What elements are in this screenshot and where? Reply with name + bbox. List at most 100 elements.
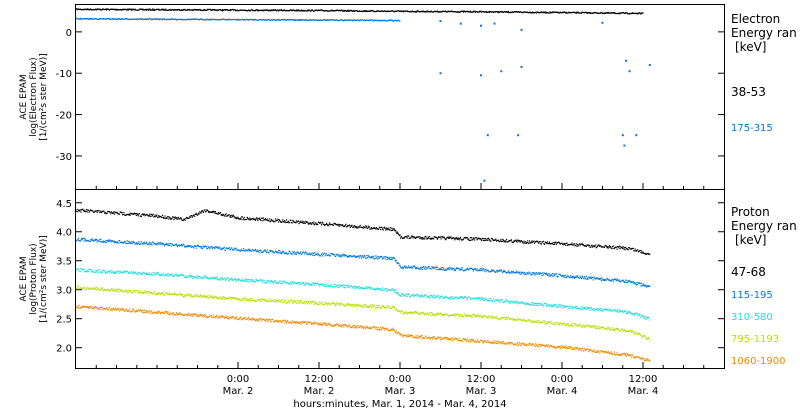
data-point [368,10,370,12]
data-point [174,244,176,246]
data-point [535,304,537,306]
data-point [519,302,521,304]
data-point [327,254,329,256]
data-point [170,294,172,296]
data-point [82,18,84,20]
data-point [403,10,405,12]
y-label-line: log(Electron Flux) [29,57,39,136]
data-point [295,220,298,222]
data-point [287,300,289,302]
data-point [298,223,300,225]
data-point [602,278,604,281]
data-point [430,295,432,297]
data-point [162,291,164,293]
data-point [213,211,215,213]
data-point [511,300,513,302]
data-point [343,9,345,11]
data-point [492,239,494,242]
data-point [303,19,305,21]
data-point [500,240,503,242]
data-point [152,9,154,11]
data-point [251,299,253,301]
data-point [466,267,468,269]
data-point [600,307,602,310]
data-point [592,276,594,278]
data-point [353,255,356,257]
data-point [417,293,419,295]
data-point [142,213,144,215]
data-point [543,305,545,307]
data-point [543,243,545,245]
data-point [507,270,509,272]
data-point [121,18,123,20]
data-point [96,241,98,243]
data-point [409,312,411,314]
data-point [316,19,318,21]
data-point [142,9,144,11]
data-point [304,303,306,305]
data-point [418,295,420,297]
data-point [198,296,200,298]
data-point [598,12,600,14]
data-point [385,256,387,258]
data-point [325,285,327,287]
data-point [439,268,441,270]
data-point [271,280,273,283]
data-point [507,300,509,302]
data-point [277,282,279,285]
data-point [171,18,173,20]
data-point [567,275,569,277]
data-point [236,9,238,12]
data-point [292,220,294,222]
data-point [143,292,145,294]
data-point [639,314,641,317]
data-point [148,9,151,11]
data-point [221,297,223,299]
data-point [218,247,220,249]
data-point [111,288,113,290]
data-point [350,19,352,21]
data-point [334,286,336,288]
data-point [314,19,316,21]
data-point [528,242,530,244]
data-point [488,299,490,301]
data-point [207,294,209,296]
data-point [97,288,99,290]
data-point [577,11,579,13]
data-point [91,17,93,19]
data-point [606,247,608,249]
data-point [393,306,396,308]
data-point [238,19,240,21]
data-point [622,279,624,282]
data-point [193,295,195,297]
data-point [122,213,124,215]
data-point [177,19,179,21]
data-point [88,17,90,19]
data-point [436,295,438,297]
data-point [605,245,607,247]
data-point [373,10,375,12]
data-point [566,242,568,244]
data-point [602,246,604,248]
data-point [244,19,246,21]
data-point [309,252,311,254]
data-point [203,209,205,211]
data-point [104,272,106,274]
data-point [422,238,424,240]
data-point [301,222,303,224]
data-point [122,18,124,20]
data-point [537,302,539,305]
y-tick-label: -20 [56,111,72,122]
data-point [192,296,194,298]
data-point [436,237,438,239]
data-point [216,278,218,280]
data-point [138,213,141,215]
data-point [333,253,335,255]
data-point [196,214,198,216]
data-point [356,226,358,228]
data-point [583,278,585,280]
data-point [79,210,81,212]
data-point [142,18,144,21]
data-point [127,271,129,273]
data-point [417,313,419,315]
